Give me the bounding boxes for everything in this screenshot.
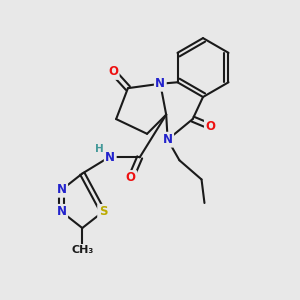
Text: N: N	[105, 151, 115, 164]
Text: N: N	[155, 77, 165, 90]
Text: S: S	[99, 205, 107, 218]
Text: O: O	[126, 172, 136, 184]
Text: CH₃: CH₃	[71, 245, 93, 255]
Text: N: N	[57, 183, 67, 196]
Text: N: N	[57, 205, 67, 218]
Text: N: N	[163, 133, 173, 146]
Text: H: H	[95, 144, 104, 154]
Text: O: O	[206, 120, 215, 133]
Text: O: O	[108, 65, 118, 79]
